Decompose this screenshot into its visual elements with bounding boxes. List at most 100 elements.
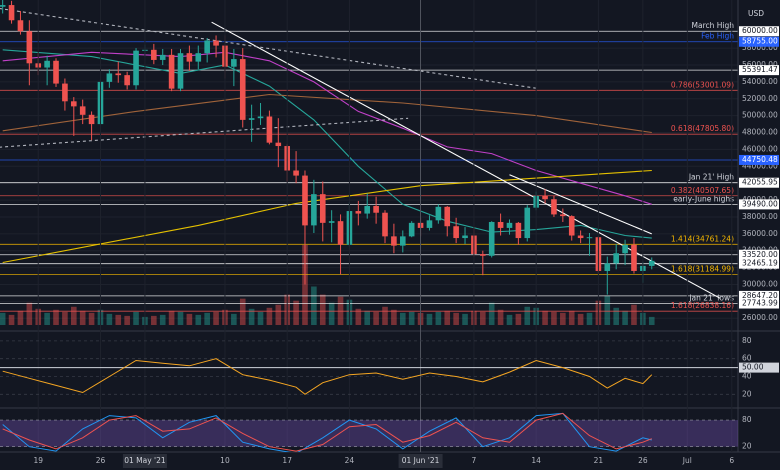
candle-body: [248, 118, 255, 120]
candle-body: [168, 54, 175, 89]
volume-bar: [577, 313, 584, 325]
y-tick-label: 48000.00: [742, 128, 778, 137]
price-tag: [739, 199, 779, 210]
volume-bar: [382, 306, 388, 325]
price-tag: [739, 177, 779, 188]
volume-bar: [515, 313, 522, 325]
price-tag-label: 28647.20: [742, 291, 778, 300]
candle-body: [560, 214, 566, 217]
x-tick-highlight: [398, 454, 443, 468]
volume-bar: [293, 300, 299, 325]
candle-body: [106, 73, 113, 82]
volume-bar: [373, 311, 379, 325]
y-tick-label: 30000.00: [742, 279, 778, 288]
volume-bar: [195, 314, 202, 325]
volume-bar: [435, 311, 442, 325]
price-tag: [739, 26, 779, 37]
volume-bar: [213, 311, 219, 325]
rsi-tick-label: 50.00: [742, 363, 764, 372]
volume-bar: [311, 286, 317, 325]
price-tag-label: 44750.48: [742, 155, 778, 164]
volume-bar: [506, 314, 513, 325]
level-note: March High: [692, 21, 735, 30]
stoch-tick-label: 80: [742, 415, 752, 424]
candle-body: [186, 53, 193, 62]
volume-bar: [248, 308, 255, 325]
currency-label: USD: [748, 9, 764, 18]
candle-body: [399, 236, 406, 246]
volume-bar: [328, 302, 335, 325]
candle-body: [515, 222, 522, 239]
price-tag: [739, 258, 779, 269]
price-tag: [739, 249, 779, 260]
volume-bar: [408, 311, 415, 325]
volume-bar: [488, 302, 495, 325]
candle-body: [506, 222, 513, 228]
candle-body: [622, 244, 628, 254]
x-tick-label: 10: [220, 456, 230, 465]
volume-bar: [364, 310, 371, 325]
level-note: early-June highs: [673, 194, 734, 203]
price-tag: [739, 154, 779, 165]
x-tick-label: Jul: [682, 456, 692, 465]
candle-body: [568, 216, 575, 236]
volume-bar: [0, 312, 6, 325]
rsi-tick-label: 20: [742, 389, 752, 398]
price-tag-label: 58755.00: [742, 37, 778, 46]
candle-body: [453, 226, 459, 239]
volume-bar: [497, 309, 504, 325]
price-pane: March High Feb High 0.786(53001.09) 0.618(4…: [0, 0, 738, 325]
candle-body: [88, 114, 95, 125]
candle-body: [266, 116, 273, 143]
volume-bar: [275, 304, 282, 325]
candle-body: [195, 53, 202, 62]
level-note: Feb High: [701, 32, 734, 41]
candle-body: [8, 5, 15, 21]
volume-bar: [159, 314, 166, 325]
volume-bar: [462, 313, 468, 325]
volume-bar: [480, 311, 486, 325]
candle-body: [355, 211, 362, 214]
level-note: 1.618(26838.16): [671, 301, 734, 310]
candle-body: [408, 222, 415, 237]
y-tick-label: 50000.00: [742, 111, 778, 120]
level-note: 0.382(40507.65): [671, 186, 734, 195]
candle-body: [133, 50, 139, 86]
volume-bar: [302, 245, 308, 325]
candle-body: [631, 244, 637, 271]
volume-bar: [453, 312, 459, 325]
volume-bar: [204, 312, 210, 325]
volume-bar: [17, 310, 24, 325]
price-tag-label: 39490.00: [742, 199, 778, 208]
candle-body: [524, 207, 531, 239]
candle-body: [275, 142, 282, 147]
volume-bar: [151, 315, 157, 325]
volume-bar: [88, 312, 95, 325]
candle-body: [151, 49, 157, 60]
x-tick-label: 14: [531, 456, 541, 465]
volume-bar: [319, 294, 326, 325]
candle-body: [497, 222, 504, 228]
price-tag: [739, 65, 779, 76]
volume-bar: [8, 314, 15, 325]
volume-bar: [622, 310, 628, 325]
candle-body: [577, 235, 584, 239]
candle-body: [257, 116, 264, 119]
candle-body: [337, 221, 344, 245]
volume-bar: [53, 309, 59, 325]
volume-bar: [239, 298, 246, 325]
price-tag-label: 55391.47: [742, 65, 778, 74]
candle-body: [551, 199, 557, 215]
trendline: [0, 8, 537, 89]
candle-body: [71, 101, 77, 107]
x-tick-label: 24: [345, 456, 355, 465]
candle-body: [62, 83, 68, 102]
volume-bar: [604, 295, 611, 325]
level-note: Jan 21' High: [688, 173, 734, 182]
volume-bar: [26, 302, 33, 325]
candle-body: [79, 106, 86, 115]
level-note: 1.618(31184.99): [671, 264, 734, 273]
price-tag-label: 33520.00: [742, 250, 778, 259]
